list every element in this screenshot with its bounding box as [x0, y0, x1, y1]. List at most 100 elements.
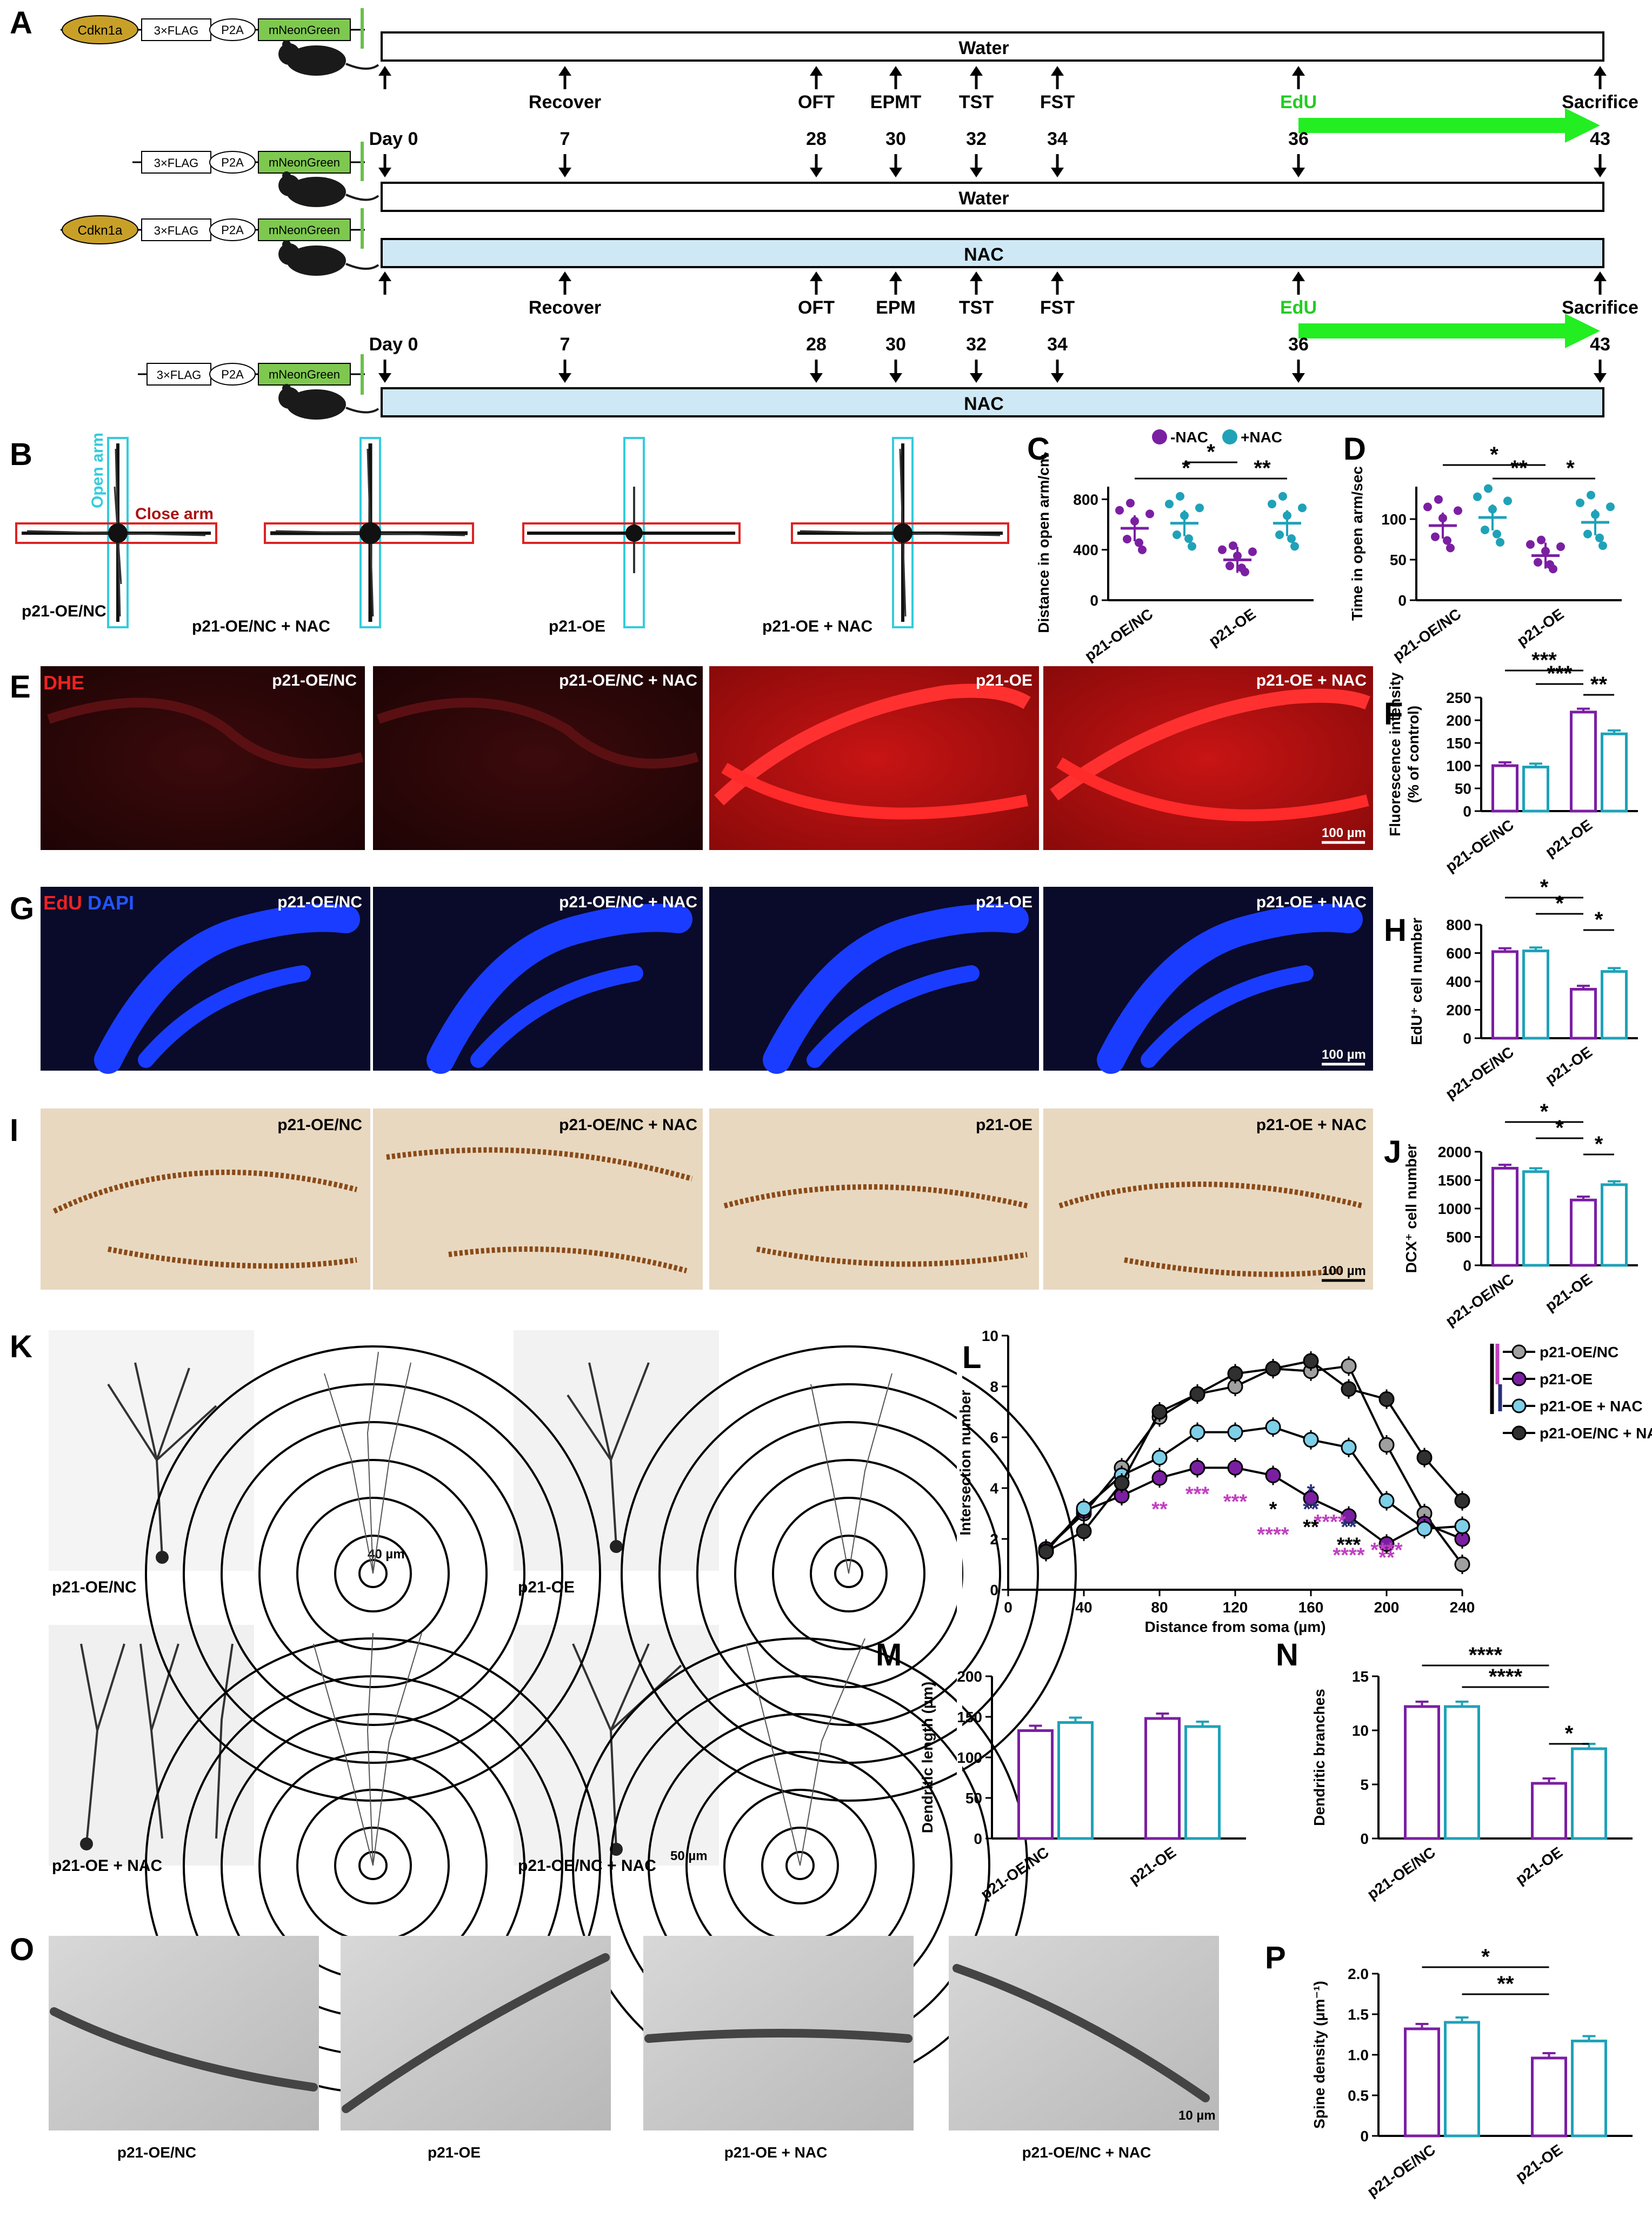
chart-l-point	[1303, 1432, 1319, 1448]
chart-h-bar	[1570, 987, 1597, 1040]
legend-minus-text: -NAC	[1170, 429, 1208, 446]
chart-n-sig-star: *	[1565, 1722, 1574, 1745]
chart-l-sig-star: ***	[1185, 1483, 1210, 1506]
chart-f-ylabel-2: (% of control)	[1405, 706, 1422, 803]
panel-label-m: M	[876, 1637, 902, 1672]
day-7-2: 7	[560, 334, 570, 355]
chart-l-legend-marker	[1511, 1344, 1527, 1359]
chart-m-bar	[1017, 1729, 1054, 1840]
chart-h-ylabel: EdU⁺ cell number	[1408, 918, 1425, 1045]
chart-n-bar	[1571, 1747, 1607, 1840]
chart-c-point	[1287, 534, 1296, 543]
chart-c-ylabel: Distance in open arm/cm	[1035, 454, 1052, 633]
chart-l-point	[1227, 1424, 1243, 1441]
dhe-image-1	[41, 666, 365, 850]
open-arm-label: Open arm	[89, 433, 106, 508]
dcx-scale: 100 µm	[1322, 1264, 1366, 1278]
chart-p-sig-star: *	[1481, 1945, 1490, 1969]
mouse-icon	[278, 354, 379, 420]
day-32-1: 32	[966, 129, 987, 149]
chart-n-ytick-label: 0	[1360, 1830, 1369, 1847]
panel-label-h: H	[1384, 913, 1407, 948]
chart-p-ytick-label: 1.0	[1348, 2047, 1369, 2063]
chart-d-point	[1473, 492, 1482, 501]
chart-c-point	[1229, 541, 1237, 550]
chart-p-ytick-label: 2.0	[1348, 1966, 1369, 1982]
chart-h-ytick-label: 400	[1446, 973, 1471, 990]
chart-c-point	[1188, 542, 1196, 551]
timeline-bar-4	[381, 387, 1604, 417]
construct-row-1: Cdkn1a 3×FLAG P2A mNeonGreen	[61, 8, 379, 76]
dhe-image-2	[373, 666, 703, 850]
chart-h-ytick-label: 200	[1446, 1002, 1471, 1019]
chart-l-legend-label: p21-OE	[1540, 1371, 1593, 1388]
timeline-bar-3-text: NAC	[964, 244, 1004, 265]
timeline-bar-3	[381, 238, 1604, 268]
chart-l-sig-star: **	[1341, 1516, 1357, 1539]
panel-label-e: E	[10, 669, 31, 705]
construct-cdkn1a: Cdkn1a	[78, 23, 123, 38]
chart-l-sig-star: *	[1269, 1498, 1277, 1521]
chart-l-sig-star: **	[1303, 1498, 1319, 1521]
chart-d-point	[1537, 535, 1546, 545]
chart-j-ytick-label: 1000	[1438, 1200, 1471, 1217]
panel-label-d: D	[1343, 432, 1366, 467]
test-tst-2: TST	[959, 297, 994, 318]
chart-p: 0 0.5 1.0 1.5 2.0 Spine density (µm⁻¹) p21-OE/…	[1311, 1945, 1633, 2200]
chart-c-point	[1176, 492, 1184, 501]
construct-flag-4: 3×FLAG	[157, 368, 202, 382]
chart-l-series-line	[1045, 1466, 1463, 1550]
chart-f-sig-star: **	[1590, 673, 1608, 696]
chart-c-point	[1135, 538, 1143, 547]
chart-p-xlabel: p21-OE	[1513, 2141, 1566, 2186]
edu-group-1: p21-OE/NC	[277, 893, 362, 911]
spine-label-1: p21-OE/NC	[117, 2144, 196, 2161]
chart-l-sig-star: ***	[1337, 1534, 1361, 1557]
chart-n-bar	[1404, 1705, 1440, 1840]
chart-j: 0 500 1000 1500 2000 DCX⁺ cell number p21-OE/N…	[1403, 1100, 1638, 1330]
chart-h-xlabel: p21-OE/NC	[1442, 1044, 1517, 1103]
chart-m-bar	[1144, 1717, 1181, 1840]
chart-d-point	[1423, 502, 1432, 512]
chart-p-ylabel: Spine density (µm⁻¹)	[1311, 1981, 1328, 2129]
timeline-bar-1-text: Water	[958, 38, 1009, 58]
spine-label-3: p21-OE + NAC	[724, 2144, 828, 2161]
chart-m-ytick-label: 0	[974, 1830, 982, 1847]
chart-p-ytick-label: 0	[1360, 2128, 1369, 2145]
chart-c-point	[1195, 503, 1204, 513]
chart-l: 0 2 4 6 8 10 0 40 80 120 160 200 240 Intersection num…	[957, 1327, 1652, 1635]
chart-c-point	[1298, 503, 1307, 513]
test-fst-1: FST	[1040, 92, 1075, 112]
chart-n-bar	[1531, 1782, 1567, 1840]
chart-d-ytick-label: 50	[1390, 552, 1407, 568]
day-34-2: 34	[1047, 334, 1068, 355]
chart-l-legend-marker	[1511, 1425, 1527, 1441]
chart-j-ylabel: DCX⁺ cell number	[1403, 1144, 1420, 1273]
neuron-image-4	[514, 1625, 719, 1866]
chart-d-point	[1484, 484, 1493, 493]
chart-d-point	[1576, 499, 1584, 507]
chart-p-xlabel: p21-OE/NC	[1364, 2141, 1438, 2200]
dcx-image-4	[1043, 1108, 1373, 1290]
chart-f-ylabel: Fluorescence intensity	[1387, 672, 1403, 837]
timeline-bar-2	[381, 182, 1604, 212]
chart-l-sig-star: **	[1151, 1498, 1168, 1521]
chart-j-ytick-label: 0	[1463, 1257, 1471, 1274]
construct-cdkn1a-3: Cdkn1a	[78, 223, 123, 238]
chart-l-point	[1416, 1450, 1433, 1466]
chart-c-point	[1218, 545, 1227, 554]
edu-group-4: p21-OE + NAC	[1256, 893, 1367, 911]
chart-h-sig-star: *	[1555, 892, 1564, 915]
chart-l-xtick-label: 120	[1223, 1599, 1248, 1616]
chart-l-point	[1454, 1556, 1470, 1572]
legend-plus-icon	[1222, 429, 1237, 444]
chart-l-xlabel: Distance from soma (µm)	[1144, 1618, 1325, 1635]
maze-1-label: p21-OE/NC	[22, 602, 106, 620]
chart-l-xtick-label: 200	[1374, 1599, 1400, 1616]
chart-f-sig-star: ***	[1531, 648, 1557, 672]
day-32-2: 32	[966, 334, 987, 355]
chart-l-point	[1189, 1386, 1205, 1402]
chart-f: 0 50 100 150 200 250 Fluorescence intensity (% …	[1387, 648, 1638, 875]
panel-label-g: G	[10, 891, 34, 926]
construct-neon-4: mNeonGreen	[269, 368, 340, 381]
